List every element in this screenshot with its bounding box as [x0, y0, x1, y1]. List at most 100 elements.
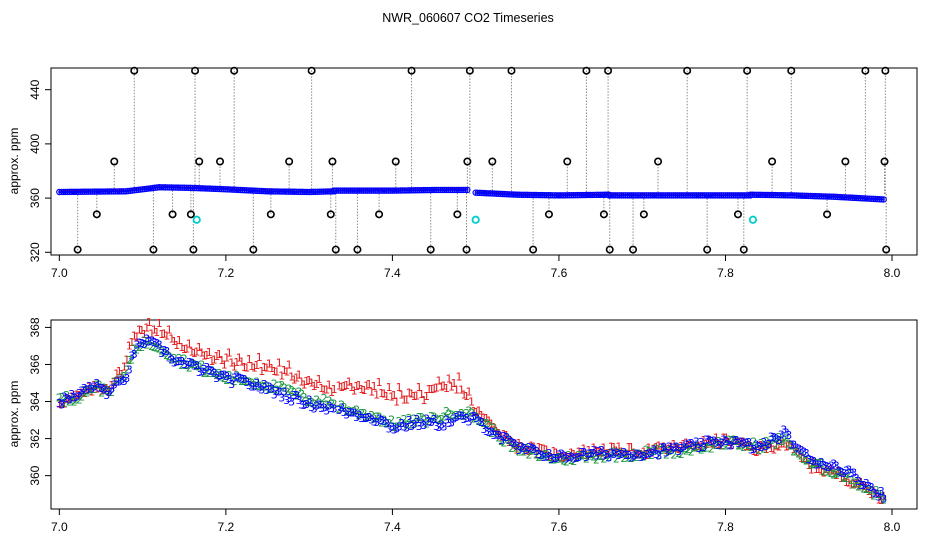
series-2-point: 2: [356, 409, 363, 422]
series-2-point: 2: [366, 411, 373, 424]
baseline-marker: [703, 192, 710, 199]
series-1-point: 1: [453, 383, 460, 396]
baseline-marker: [181, 184, 188, 191]
baseline-marker: [337, 187, 344, 194]
series-1-point: 1: [88, 386, 95, 399]
series-3-point: 3: [263, 384, 270, 397]
series-1-point: 1: [630, 446, 637, 459]
baseline-marker: [564, 192, 571, 199]
series-2-point: 2: [113, 375, 120, 388]
baseline-marker: [118, 188, 125, 195]
series-2-point: 2: [263, 380, 270, 393]
baseline-marker: [522, 191, 529, 199]
baseline-marker: [241, 186, 248, 194]
series-1-point: 1: [778, 438, 785, 451]
series-2-point: 2: [208, 364, 215, 377]
baseline-marker: [763, 191, 771, 199]
series-3-point: 3: [251, 381, 258, 394]
series-3-point: 3: [463, 412, 470, 425]
series-2-point: 2: [605, 451, 612, 464]
series-3-point: 3: [421, 419, 428, 432]
series-1-point: 1: [555, 451, 562, 464]
series-1-point: 1: [501, 428, 508, 441]
series-3-point: 3: [301, 399, 308, 412]
baseline-marker: [212, 185, 219, 193]
series-2-point: 2: [693, 440, 700, 453]
baseline-marker: [518, 191, 525, 198]
baseline-marker: [79, 188, 86, 195]
series-3-point: 3: [493, 429, 500, 442]
series-1-point: 1: [311, 380, 318, 393]
series-3-point: 3: [211, 367, 218, 380]
series-3-point: 3: [226, 373, 233, 386]
series-1-point: 1: [693, 440, 700, 453]
series-2-point: 2: [213, 369, 220, 382]
baseline-marker: [545, 192, 552, 199]
series-2-point: 2: [630, 447, 637, 460]
series-1-point: 1: [713, 432, 720, 445]
series-3-point: 3: [668, 444, 675, 457]
series-3-point: 3: [635, 449, 642, 462]
series-1-point: 1: [183, 342, 190, 355]
baseline-marker: [218, 185, 225, 193]
series-2-point: 2: [456, 409, 463, 422]
baseline-marker: [547, 192, 554, 199]
series-2-point: 2: [386, 417, 393, 430]
series-2-point: 2: [416, 411, 423, 424]
series-2-point: 2: [173, 356, 180, 369]
series-1-point: 1: [660, 441, 667, 454]
series-2-point: 2: [850, 478, 857, 491]
series-1-point: 1: [488, 417, 495, 430]
baseline-marker: [455, 186, 463, 194]
y-axis-label-top: approx. ppm: [7, 128, 21, 195]
series-3-point: 3: [376, 413, 383, 426]
series-1-point: 1: [573, 450, 580, 463]
series-1-point: 1: [675, 443, 682, 456]
excursion-point: [823, 210, 832, 219]
baseline-marker: [878, 196, 885, 203]
series-2-point: 2: [93, 379, 100, 392]
series-2-point: 2: [563, 456, 570, 469]
series-1-point: 1: [381, 388, 388, 401]
series-3-point: 3: [93, 377, 100, 390]
series-3-point: 3: [136, 337, 143, 350]
series-2-point: 2: [633, 451, 640, 464]
series-1-point: 1: [755, 444, 762, 457]
series-3-point: 3: [491, 429, 498, 442]
baseline-marker: [226, 186, 234, 193]
series-1-point: 1: [281, 364, 288, 377]
series-2-point: 2: [216, 367, 223, 380]
series-1-point: 1: [463, 390, 470, 403]
series-1-point: 1: [306, 374, 313, 387]
series-3-point: 3: [186, 356, 193, 369]
series-2-point: 2: [161, 347, 168, 360]
excursion-point: [328, 157, 337, 166]
series-3-point: 3: [103, 389, 110, 402]
series-2-point: 2: [573, 452, 580, 465]
series-1-point: 1: [815, 463, 822, 476]
baseline-marker: [772, 191, 779, 199]
baseline-marker: [95, 188, 103, 195]
excursion-point: [249, 245, 258, 254]
baseline-marker: [561, 192, 569, 199]
baseline-marker: [570, 191, 577, 199]
series-2-point: 2: [433, 412, 440, 425]
baseline-marker: [749, 191, 756, 198]
excursion-point: [331, 245, 340, 254]
series-3-point: 3: [83, 384, 90, 397]
baseline-marker: [582, 191, 590, 199]
series-1-point: 1: [575, 445, 582, 458]
baseline-marker: [414, 187, 421, 194]
series-1-point: 1: [371, 380, 378, 393]
series-3-point: 3: [788, 438, 795, 451]
series-1-point: 1: [848, 478, 855, 491]
baseline-marker: [820, 193, 827, 200]
series-2-point: 2: [303, 395, 310, 408]
series-2-point: 2: [845, 468, 852, 481]
series-3-point: 3: [206, 364, 213, 377]
series-2-point: 2: [570, 455, 577, 468]
series-3-point: 3: [473, 412, 480, 425]
excursion-point: [326, 210, 335, 219]
y-tick-label-top: 400: [28, 134, 42, 154]
series-3-point: 3: [313, 400, 320, 413]
